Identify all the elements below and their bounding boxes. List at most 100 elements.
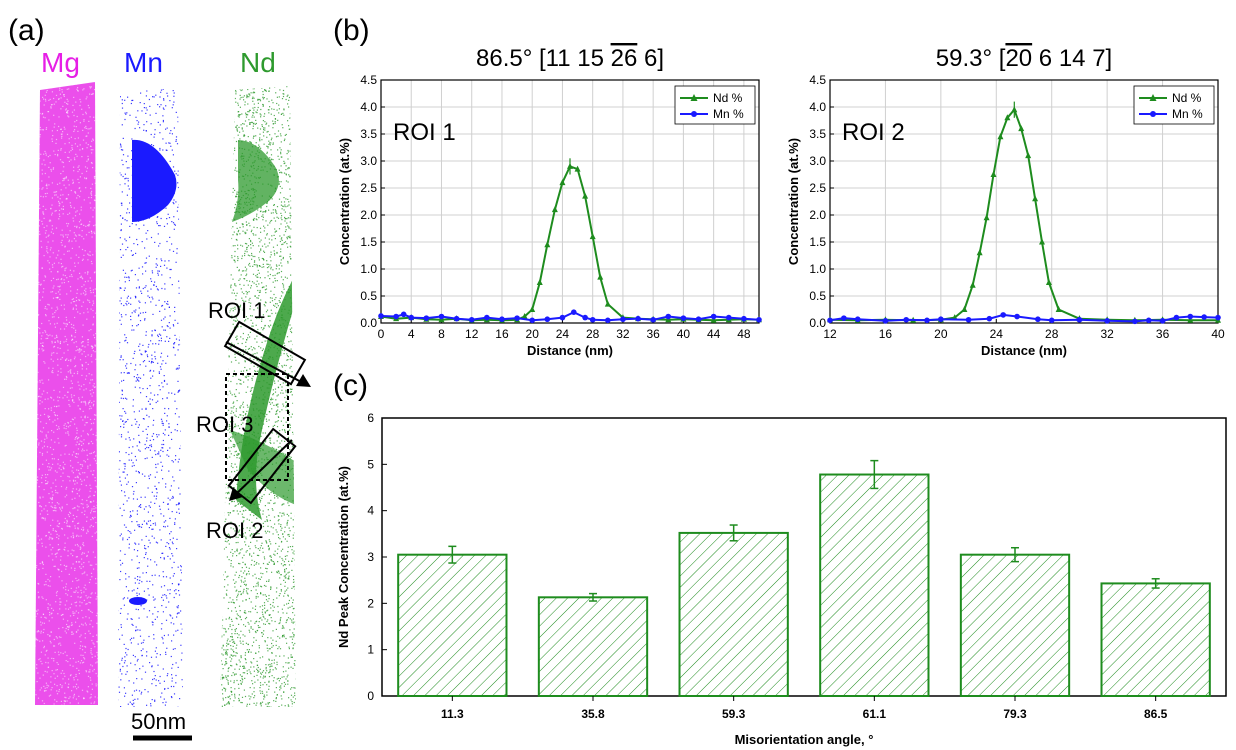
plot-frame — [381, 417, 1227, 697]
y-tick-label: 2 — [367, 596, 374, 610]
y-tick-label: 0.0 — [360, 316, 377, 330]
y-tick-label: 2.0 — [809, 208, 826, 222]
y-tick-label: 5 — [367, 457, 374, 471]
panel-a-label: (a) — [8, 14, 45, 47]
y-tick-label: 0.0 — [809, 316, 826, 330]
data-point — [589, 316, 596, 323]
line-chart-roi-1: 86.5° [11 15 26 6] 0.0 0.5 1.0 1.5 2.0 2.5 3.0 3… — [337, 45, 762, 358]
data-point — [741, 315, 747, 322]
x-axis-title: Distance (nm) — [527, 343, 613, 358]
data-point — [903, 316, 910, 323]
data-point — [438, 313, 445, 320]
legend-marker — [1150, 111, 1156, 117]
data-point — [400, 311, 407, 318]
y-tick-label: 1.5 — [809, 235, 826, 249]
data-point — [997, 133, 1004, 140]
mg-atom-map — [35, 82, 98, 705]
x-tick-label: 16 — [495, 327, 509, 341]
y-tick-label: 1.5 — [360, 235, 377, 249]
data-point — [1045, 279, 1052, 285]
x-tick-label: 24 — [990, 327, 1004, 341]
legend-label: Nd % — [1172, 91, 1202, 105]
data-point — [965, 316, 972, 323]
y-tick-label: 2.5 — [360, 181, 377, 195]
x-tick-label: 40 — [1211, 327, 1225, 341]
data-point — [1215, 314, 1221, 321]
data-point — [756, 316, 762, 323]
x-tick-label: 59.3 — [722, 707, 746, 721]
data-point — [680, 315, 687, 321]
roi-2-label: ROI 2 — [206, 518, 263, 543]
series-line-nd — [380, 165, 760, 322]
data-point — [574, 165, 581, 172]
data-point — [1000, 312, 1007, 318]
x-tick-label: 28 — [1045, 327, 1059, 341]
roi-3-box — [225, 373, 289, 481]
data-point — [1187, 313, 1194, 320]
roi-2-arrowhead — [229, 487, 243, 501]
element-label-nd: Nd — [240, 47, 276, 78]
data-point — [605, 317, 611, 324]
bar — [537, 596, 649, 697]
x-axis-title: Distance (nm) — [981, 343, 1067, 358]
bar — [678, 531, 789, 698]
y-tick-label: 3.5 — [809, 127, 826, 141]
bar — [1100, 582, 1211, 697]
panel-b-label: (b) — [333, 14, 370, 47]
roi-1-arrowhead — [296, 374, 311, 387]
roi-plot-label: ROI 2 — [842, 119, 905, 146]
data-point — [559, 314, 566, 321]
legend-label: Mn % — [713, 107, 744, 121]
x-axis-title: Misorientation angle, ° — [735, 732, 874, 747]
x-tick-label: 32 — [1100, 327, 1114, 341]
data-point — [1014, 313, 1020, 320]
data-point — [468, 316, 475, 323]
y-tick-label: 2.5 — [809, 181, 826, 195]
legend-marker — [691, 111, 697, 117]
data-point — [635, 315, 641, 322]
y-tick-label: 4.0 — [809, 100, 826, 114]
data-point — [582, 314, 588, 321]
x-tick-label: 36 — [646, 327, 660, 341]
legend — [674, 85, 756, 125]
data-point — [589, 233, 596, 240]
data-point — [521, 313, 528, 320]
x-tick-label: 35.8 — [581, 707, 605, 721]
legend-label: Nd % — [713, 91, 743, 105]
data-point — [393, 313, 399, 320]
x-tick-label: 11.3 — [441, 707, 464, 721]
y-tick-label: 3.0 — [809, 154, 826, 168]
x-tick-label: 4 — [408, 327, 415, 341]
data-point — [499, 316, 505, 323]
data-point — [529, 306, 536, 312]
legend-label: Mn % — [1172, 107, 1203, 121]
data-point — [983, 214, 990, 221]
y-tick-label: 1.0 — [360, 262, 377, 276]
data-point — [544, 241, 551, 248]
data-point — [976, 249, 983, 256]
x-tick-label: 0 — [378, 327, 385, 341]
bar — [959, 553, 1071, 698]
x-tick-label: 36 — [1156, 327, 1170, 341]
data-point — [1018, 125, 1025, 132]
x-tick-label: 61.1 — [863, 707, 887, 721]
series-line-mn — [380, 311, 760, 322]
nd-cluster-top — [232, 140, 279, 222]
mn-atom-map — [118, 88, 183, 707]
line-chart-roi-2: 59.3° [20 6 14 7] 0.0 0.5 1.0 1.5 2.0 2.5 3.0 3.… — [786, 45, 1225, 358]
x-tick-label: 86.5 — [1144, 707, 1168, 721]
data-point — [841, 315, 847, 321]
data-point — [408, 314, 415, 321]
x-tick-label: 48 — [737, 327, 751, 341]
data-point — [484, 314, 490, 321]
y-axis-title: Nd Peak Concentration (at.%) — [336, 466, 351, 648]
y-tick-label: 1 — [367, 643, 374, 657]
data-point — [1145, 317, 1152, 324]
data-point — [1201, 314, 1207, 320]
roi-2-arrow — [233, 439, 293, 497]
data-point — [423, 315, 430, 321]
x-tick-label: 28 — [586, 327, 600, 341]
data-point — [882, 318, 889, 324]
x-tick-label: 16 — [879, 327, 893, 341]
data-point — [551, 206, 558, 213]
